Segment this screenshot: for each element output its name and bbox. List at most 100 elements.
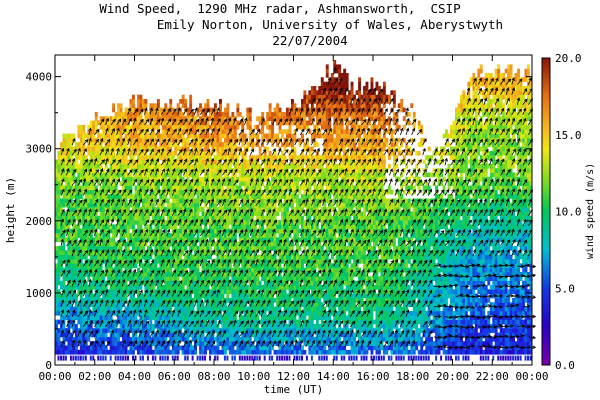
wind-cell	[251, 272, 255, 277]
wind-cell	[117, 298, 120, 303]
wind-cell	[179, 345, 183, 351]
wind-cell	[169, 215, 173, 221]
wind-cell	[82, 246, 86, 251]
wind-cell	[196, 224, 200, 230]
wind-cell	[107, 289, 111, 294]
wind-cell	[67, 233, 71, 238]
wind-cell	[261, 189, 265, 195]
wind-cell	[231, 237, 235, 243]
wind-cell	[281, 285, 284, 290]
wind-cell	[209, 198, 212, 204]
wind-cell	[278, 159, 282, 165]
wind-cell	[184, 150, 188, 156]
wind-cell	[151, 341, 155, 346]
wind-cell	[117, 263, 120, 268]
wind-cell	[99, 315, 103, 320]
wind-cell	[209, 272, 212, 277]
wind-cell	[97, 120, 101, 126]
wind-cell	[181, 315, 185, 320]
wind-cell	[137, 137, 140, 143]
wind-cell	[164, 129, 168, 134]
wind-cell	[112, 272, 115, 277]
wind-cell	[109, 246, 113, 251]
wind-cell	[82, 336, 86, 342]
wind-cell	[241, 276, 245, 281]
wind-cell	[164, 189, 168, 195]
wind-cell	[97, 328, 101, 333]
wind-cell	[164, 150, 168, 156]
wind-cell	[169, 168, 173, 173]
wind-cell	[112, 276, 115, 281]
wind-cell	[146, 233, 150, 238]
wind-cell	[137, 323, 140, 329]
wind-cell	[142, 267, 145, 273]
wind-cell	[248, 355, 251, 361]
wind-cell	[238, 215, 242, 221]
wind-cell	[174, 276, 178, 281]
wind-cell	[171, 323, 175, 329]
wind-cell	[107, 276, 111, 281]
wind-cell	[276, 250, 279, 256]
wind-cell	[231, 142, 235, 147]
wind-cell	[127, 194, 130, 199]
wind-cell	[263, 306, 267, 312]
wind-cell	[102, 207, 106, 212]
wind-cell	[57, 233, 61, 238]
wind-cell	[99, 250, 103, 256]
wind-cell	[127, 207, 130, 212]
wind-cell	[219, 298, 222, 303]
wind-cell	[109, 189, 113, 195]
wind-cell	[199, 224, 202, 230]
wind-cell	[206, 185, 210, 191]
wind-cell	[82, 176, 86, 182]
wind-cell	[186, 211, 190, 217]
wind-cell	[256, 254, 260, 260]
wind-cell	[181, 207, 185, 212]
wind-cell	[238, 298, 242, 303]
wind-cell	[159, 107, 163, 113]
wind-cell	[119, 276, 123, 281]
wind-cell	[60, 315, 63, 320]
wind-cell	[288, 298, 292, 303]
wind-cell	[191, 155, 195, 160]
wind-cell	[194, 146, 197, 152]
wind-cell	[251, 146, 255, 152]
wind-cell	[251, 207, 255, 212]
wind-cell	[186, 107, 190, 113]
wind-cell	[216, 246, 220, 251]
wind-cell	[211, 211, 215, 217]
wind-cell	[151, 220, 155, 225]
wind-cell	[206, 315, 210, 320]
wind-cell	[191, 150, 195, 156]
wind-cell	[164, 176, 168, 182]
wind-cell	[243, 267, 247, 273]
wind-cell	[223, 254, 227, 260]
wind-cell	[286, 250, 289, 256]
wind-cell	[102, 349, 106, 355]
wind-cell	[209, 176, 212, 182]
wind-cell	[223, 124, 227, 130]
wind-cell	[69, 332, 73, 338]
wind-cell	[241, 349, 245, 355]
wind-cell	[97, 280, 101, 286]
wind-cell	[291, 224, 294, 230]
wind-cell	[119, 159, 123, 165]
wind-cell	[99, 116, 103, 121]
wind-cell	[74, 302, 78, 307]
wind-cell	[94, 224, 98, 230]
wind-cell	[189, 112, 193, 117]
wind-cell	[241, 172, 245, 178]
wind-cell	[137, 124, 140, 130]
wind-cell	[258, 224, 262, 230]
wind-cell	[276, 323, 279, 329]
wind-cell	[89, 328, 93, 333]
wind-cell	[69, 198, 73, 204]
wind-cell	[184, 323, 188, 329]
wind-cell	[169, 142, 173, 147]
wind-cell	[174, 237, 178, 243]
wind-cell	[84, 172, 88, 178]
wind-cell	[89, 332, 93, 338]
wind-cell	[238, 133, 242, 139]
wind-cell	[144, 254, 148, 260]
wind-cell	[194, 142, 197, 147]
